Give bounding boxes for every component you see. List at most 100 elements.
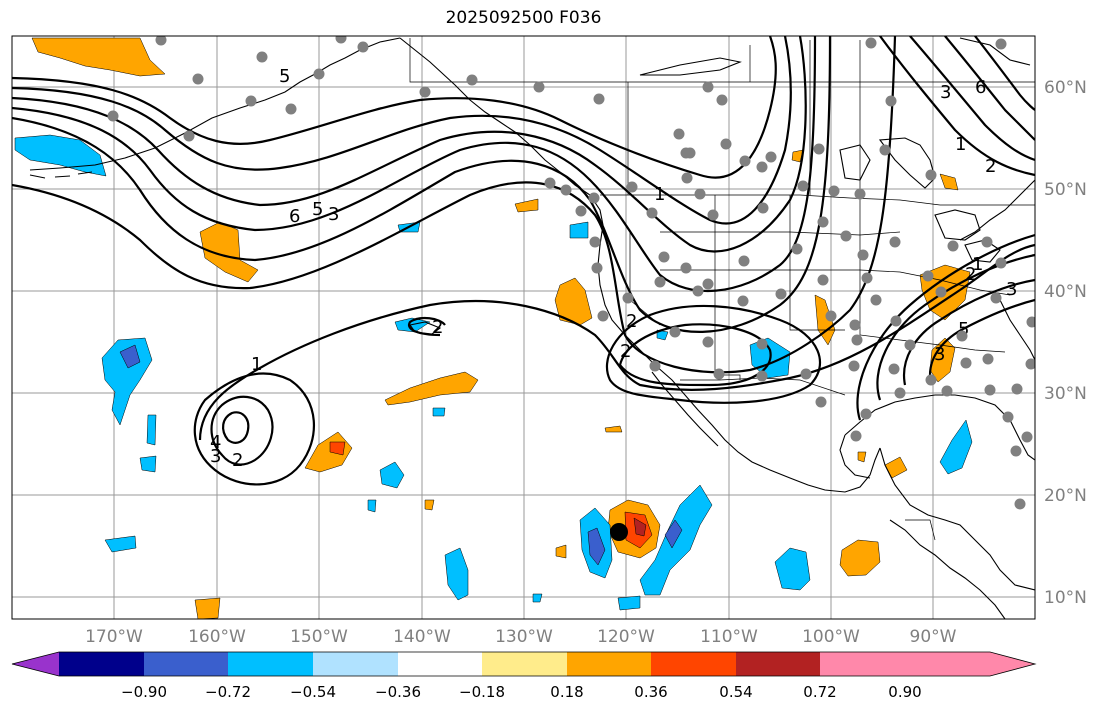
negative-anomaly-area (146, 414, 157, 446)
lon-label: 140°W (393, 627, 451, 647)
colorbar-tick-label: −0.36 (375, 683, 421, 701)
colorbar-outline (11, 651, 1037, 677)
contour-label: 3 (328, 204, 339, 225)
colorbar-tick-label: −0.72 (205, 683, 251, 701)
contour-label: 1 (654, 184, 665, 205)
shaded-anomaly-field (14, 37, 973, 619)
contour-label: 3 (210, 446, 221, 467)
positive-anomaly-area (514, 198, 539, 213)
positive-anomaly-area (839, 539, 881, 577)
negative-anomaly-area (379, 461, 405, 489)
positive-anomaly-area (555, 544, 567, 559)
lon-label: 170°W (85, 627, 143, 647)
lat-label: 30°N (1044, 384, 1087, 404)
colorbar-tick-label: 0.36 (634, 683, 667, 701)
negative-anomaly-area (617, 595, 641, 611)
lon-label: 160°W (188, 627, 246, 647)
contour-label: 5 (279, 66, 290, 87)
contour-label: 3 (940, 82, 951, 103)
negative-anomaly-area (587, 527, 606, 566)
colorbar-segment (398, 652, 482, 676)
negative-anomaly-area (532, 593, 543, 603)
colorbar-tick-label: 0.90 (888, 683, 921, 701)
contour-label: 5 (312, 199, 323, 220)
negative-anomaly-area (774, 547, 811, 591)
lon-label: 90°W (910, 627, 957, 647)
positive-anomaly-area (424, 499, 435, 511)
contour-label: 2 (432, 317, 443, 338)
contour-label: 1 (251, 354, 262, 375)
contour-label: 3 (1006, 279, 1017, 300)
negative-anomaly-area (139, 455, 157, 473)
contour-label: 2 (965, 264, 976, 285)
colorbar-tick-labels: −0.90 −0.72 −0.54 −0.36 −0.18 0.18 0.36 … (121, 683, 922, 701)
contour-label: 6 (289, 206, 300, 227)
positive-anomaly-area (939, 173, 959, 191)
colorbar-segment (59, 652, 144, 676)
colorbar-segment (228, 652, 313, 676)
contour-label: 2 (985, 156, 996, 177)
colorbar-tick-label: −0.54 (290, 683, 336, 701)
contour-label: 2 (620, 341, 631, 362)
storm-center-marker (610, 523, 628, 541)
colorbar-segment (144, 652, 228, 676)
positive-anomaly-area (384, 371, 479, 406)
colorbar-tick-label: 0.54 (719, 683, 752, 701)
contour-lines (12, 36, 1035, 486)
lat-label: 20°N (1044, 486, 1087, 506)
colorbar-tick-label: 0.18 (550, 683, 583, 701)
lon-label: 120°W (597, 627, 655, 647)
lon-label: 150°W (290, 627, 348, 647)
negative-anomaly-area (569, 221, 589, 239)
colorbar: −0.90 −0.72 −0.54 −0.36 −0.18 0.18 0.36 … (11, 651, 1037, 701)
positive-anomaly-area (329, 441, 346, 456)
contour-label: 5 (958, 319, 969, 340)
map-title: 2025092500 F036 (445, 8, 602, 28)
lat-label: 10°N (1044, 588, 1087, 608)
contour-label: 2 (232, 450, 243, 471)
latitude-labels: 60°N 50°N 40°N 30°N 20°N 10°N (1044, 78, 1087, 608)
positive-anomaly-area (31, 37, 166, 77)
lat-label: 50°N (1044, 180, 1087, 200)
contour-labels: 5 6 5 3 1 2 2 4 3 2 1 2 3 3 5 6 1 2 2 1 … (210, 66, 1017, 471)
negative-anomaly-area (104, 535, 137, 553)
positive-anomaly-area (604, 425, 623, 433)
contour-label: 4 (210, 432, 221, 453)
negative-anomaly-area (432, 407, 446, 417)
colorbar-segment (567, 652, 651, 676)
lon-label: 130°W (495, 627, 553, 647)
lon-label: 100°W (802, 627, 860, 647)
contour-label: 6 (975, 77, 986, 98)
negative-anomaly-area (939, 419, 973, 475)
colorbar-segment (482, 652, 567, 676)
negative-anomaly-area (444, 547, 469, 601)
positive-anomaly-area (554, 277, 593, 326)
colorbar-tick-label: −0.90 (121, 683, 167, 701)
colorbar-extend-min (12, 652, 59, 676)
colorbar-segment (820, 652, 905, 676)
negative-anomaly-area (664, 519, 683, 549)
positive-anomaly-area (633, 517, 647, 537)
colorbar-extend-max (905, 652, 1035, 676)
colorbar-segment (736, 652, 820, 676)
lat-label: 40°N (1044, 282, 1087, 302)
longitude-labels: 170°W 160°W 150°W 140°W 130°W 120°W 110°… (85, 627, 957, 647)
map-frame (11, 35, 1036, 620)
positive-anomaly-area (791, 149, 804, 163)
colorbar-segment (651, 652, 736, 676)
contour-label: 1 (955, 134, 966, 155)
contour-label: 2 (626, 311, 637, 332)
station-markers (107, 36, 1035, 510)
lat-label: 60°N (1044, 78, 1087, 98)
lon-label: 110°W (700, 627, 758, 647)
positive-anomaly-area (814, 294, 836, 346)
contour-label: 1 (972, 254, 983, 275)
negative-anomaly-area (367, 499, 377, 513)
negative-anomaly-area (119, 344, 141, 369)
colorbar-tick-label: 0.72 (803, 683, 836, 701)
colorbar-tick-label: −0.18 (459, 683, 505, 701)
positive-anomaly-area (194, 597, 221, 619)
positive-anomaly-area (857, 451, 867, 463)
colorbar-segment (313, 652, 398, 676)
